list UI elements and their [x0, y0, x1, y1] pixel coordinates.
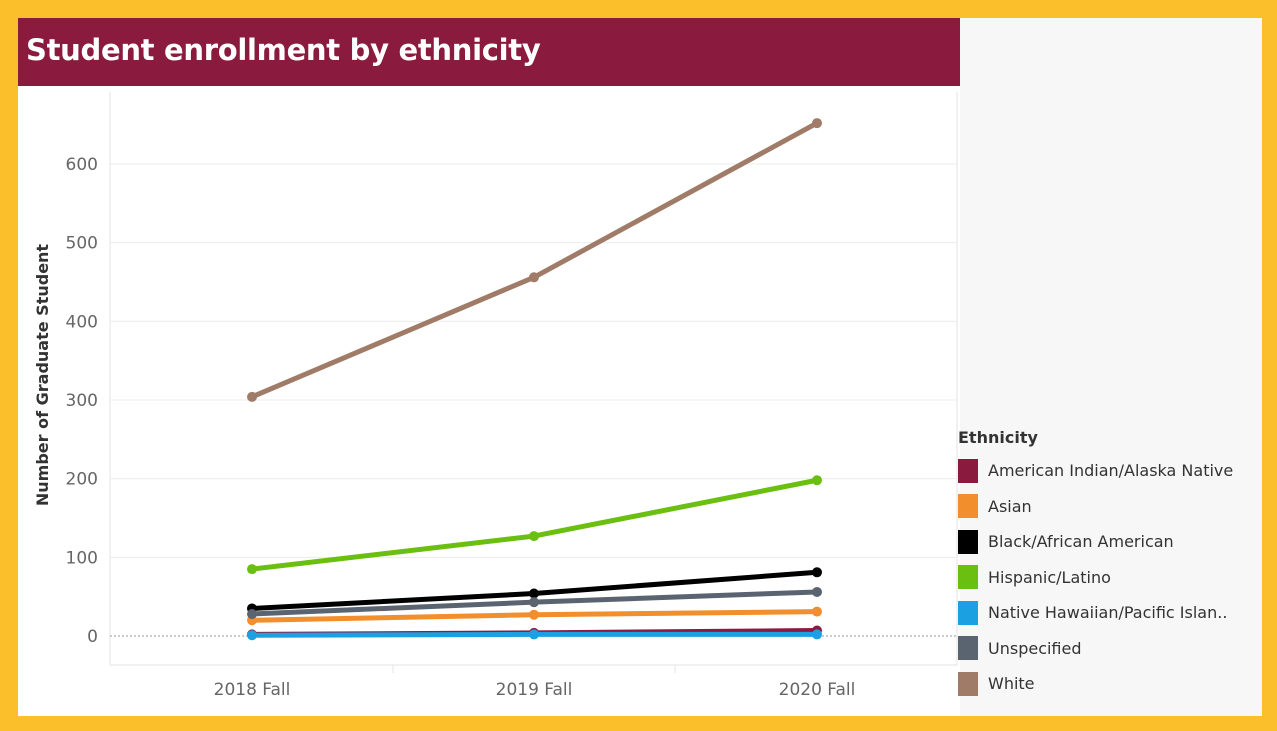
y-tick-label: 100 [66, 548, 98, 568]
legend-item-hispanic-latino[interactable]: Hispanic/Latino [958, 560, 1248, 596]
data-point-asian [812, 606, 822, 617]
legend-item-black-african-american[interactable]: Black/African American [958, 524, 1248, 560]
legend-swatch [958, 671, 978, 696]
legend-swatch [958, 458, 978, 483]
x-tick-label: 2018 Fall [214, 680, 291, 700]
chart-title: Student enrollment by ethnicity [26, 33, 541, 67]
legend-label: Native Hawaiian/Pacific Islan.. [988, 603, 1228, 623]
data-point-hispanic-latino [812, 475, 822, 486]
title-bar: Student enrollment by ethnicity [18, 18, 960, 86]
legend-label: Unspecified [988, 638, 1082, 658]
legend-title: Ethnicity [958, 428, 1038, 447]
legend-label: Asian [988, 496, 1032, 516]
legend: Ethnicity American Indian/Alaska Native A… [958, 428, 1248, 702]
data-point-native-hawaiian-pacific-islan [812, 629, 822, 640]
legend-label: American Indian/Alaska Native [988, 461, 1234, 481]
legend-label: Black/African American [988, 532, 1174, 552]
y-tick-label: 400 [66, 312, 98, 332]
y-tick-label: 300 [66, 391, 98, 411]
y-tick-label: 200 [66, 470, 98, 490]
data-point-native-hawaiian-pacific-islan [529, 629, 539, 640]
data-point-white [812, 118, 822, 129]
data-point-hispanic-latino [247, 564, 257, 575]
y-axis-label: Number of Graduate Student [33, 244, 52, 507]
data-point-black-african-american [529, 588, 539, 599]
legend-swatch [958, 529, 978, 554]
data-point-white [247, 391, 257, 402]
legend-swatch [958, 494, 978, 519]
right-panel [960, 18, 1262, 716]
data-point-native-hawaiian-pacific-islan [247, 630, 257, 641]
legend-label: White [988, 674, 1035, 694]
legend-item-asian[interactable]: Asian [958, 489, 1248, 525]
data-point-unspecified [812, 586, 822, 597]
data-point-asian [529, 609, 539, 620]
legend-swatch [958, 636, 978, 661]
legend-item-american-indian-alaska-native[interactable]: American Indian/Alaska Native [958, 453, 1248, 489]
data-point-black-african-american [812, 567, 822, 578]
y-tick-label: 500 [66, 234, 98, 254]
legend-item-white[interactable]: White [958, 666, 1248, 702]
data-point-hispanic-latino [529, 531, 539, 542]
data-point-unspecified [529, 597, 539, 608]
x-tick-label: 2020 Fall [779, 680, 856, 700]
y-tick-label: 0 [87, 627, 98, 647]
data-point-white [529, 272, 539, 283]
legend-swatch [958, 600, 978, 625]
y-tick-label: 600 [66, 155, 98, 175]
legend-item-native-hawaiian-pacific-islan[interactable]: Native Hawaiian/Pacific Islan.. [958, 595, 1248, 631]
legend-items: American Indian/Alaska Native Asian Black/… [958, 453, 1248, 702]
series-line-hispanic-latino [249, 477, 820, 572]
legend-item-unspecified[interactable]: Unspecified [958, 631, 1248, 667]
legend-swatch [958, 565, 978, 590]
x-tick-label: 2019 Fall [496, 680, 573, 700]
legend-label: Hispanic/Latino [988, 567, 1111, 587]
data-point-unspecified [247, 608, 257, 619]
